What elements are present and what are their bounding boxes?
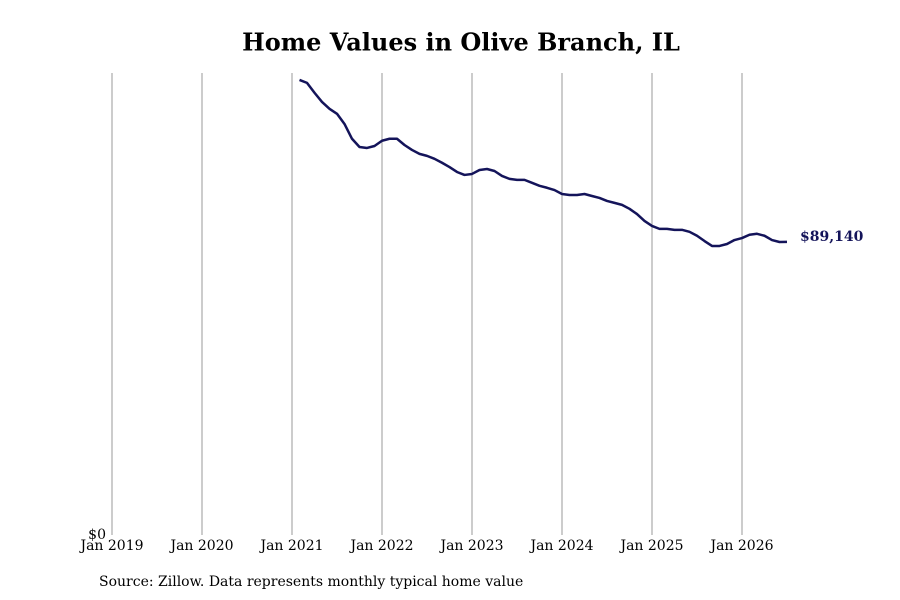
x-tick-label: Jan 2022 <box>348 538 413 554</box>
y-tick-label: $0 <box>88 527 106 543</box>
x-tick-label: Jan 2023 <box>438 538 503 554</box>
line <box>299 78 788 248</box>
x-tick-label: Jan 2026 <box>708 538 773 554</box>
x-tick-label: Jan 2021 <box>258 538 323 554</box>
x-tick-label: Jan 2025 <box>618 538 683 554</box>
x-tick-label: Jan 2024 <box>528 538 593 554</box>
source-note: Source: Zillow. Data represents monthly … <box>99 574 523 590</box>
chart-title: Home Values in Olive Branch, IL <box>242 28 680 57</box>
value-label: $89,140 <box>800 229 864 245</box>
x-tick-label: Jan 2020 <box>168 538 233 554</box>
x-tick-label: Jan 2019 <box>78 538 143 554</box>
